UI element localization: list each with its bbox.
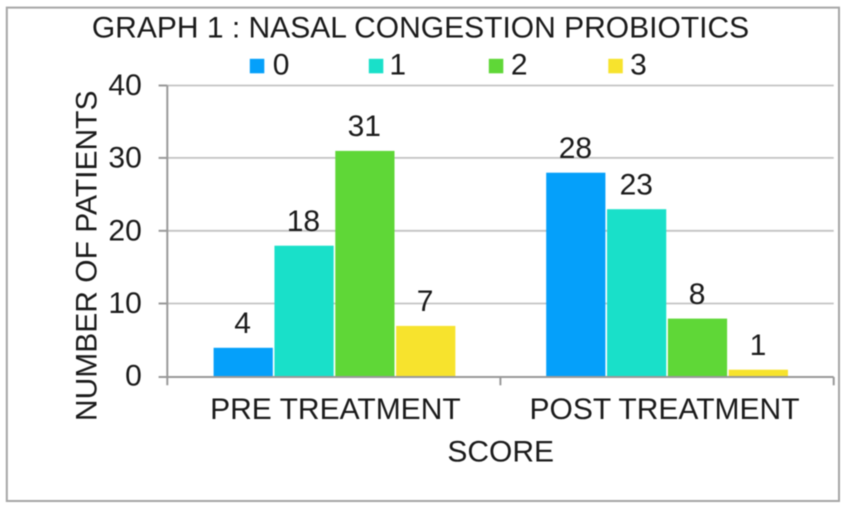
- svg-text:0: 0: [273, 49, 290, 82]
- svg-text:20: 20: [108, 214, 141, 247]
- svg-text:18: 18: [287, 205, 320, 238]
- svg-text:3: 3: [630, 49, 647, 82]
- svg-text:1: 1: [750, 329, 767, 362]
- svg-text:28: 28: [559, 132, 592, 165]
- svg-text:10: 10: [108, 287, 141, 320]
- svg-text:NUMBER OF PATIENTS: NUMBER OF PATIENTS: [71, 91, 104, 422]
- svg-text:23: 23: [620, 169, 653, 202]
- svg-text:SCORE: SCORE: [447, 436, 554, 469]
- svg-text:PRE TREATMENT: PRE TREATMENT: [210, 393, 461, 426]
- svg-text:0: 0: [125, 360, 142, 393]
- svg-text:40: 40: [108, 69, 141, 102]
- svg-text:GRAPH 1 : NASAL CONGESTION PRO: GRAPH 1 : NASAL CONGESTION PROBIOTICS: [92, 11, 749, 44]
- svg-text:7: 7: [417, 285, 434, 318]
- svg-text:4: 4: [234, 307, 251, 340]
- svg-text:8: 8: [689, 278, 706, 311]
- svg-text:POST TREATMENT: POST TREATMENT: [529, 393, 799, 426]
- svg-text:1: 1: [389, 49, 406, 82]
- svg-text:31: 31: [348, 110, 381, 143]
- svg-text:2: 2: [511, 49, 528, 82]
- svg-text:30: 30: [108, 141, 141, 174]
